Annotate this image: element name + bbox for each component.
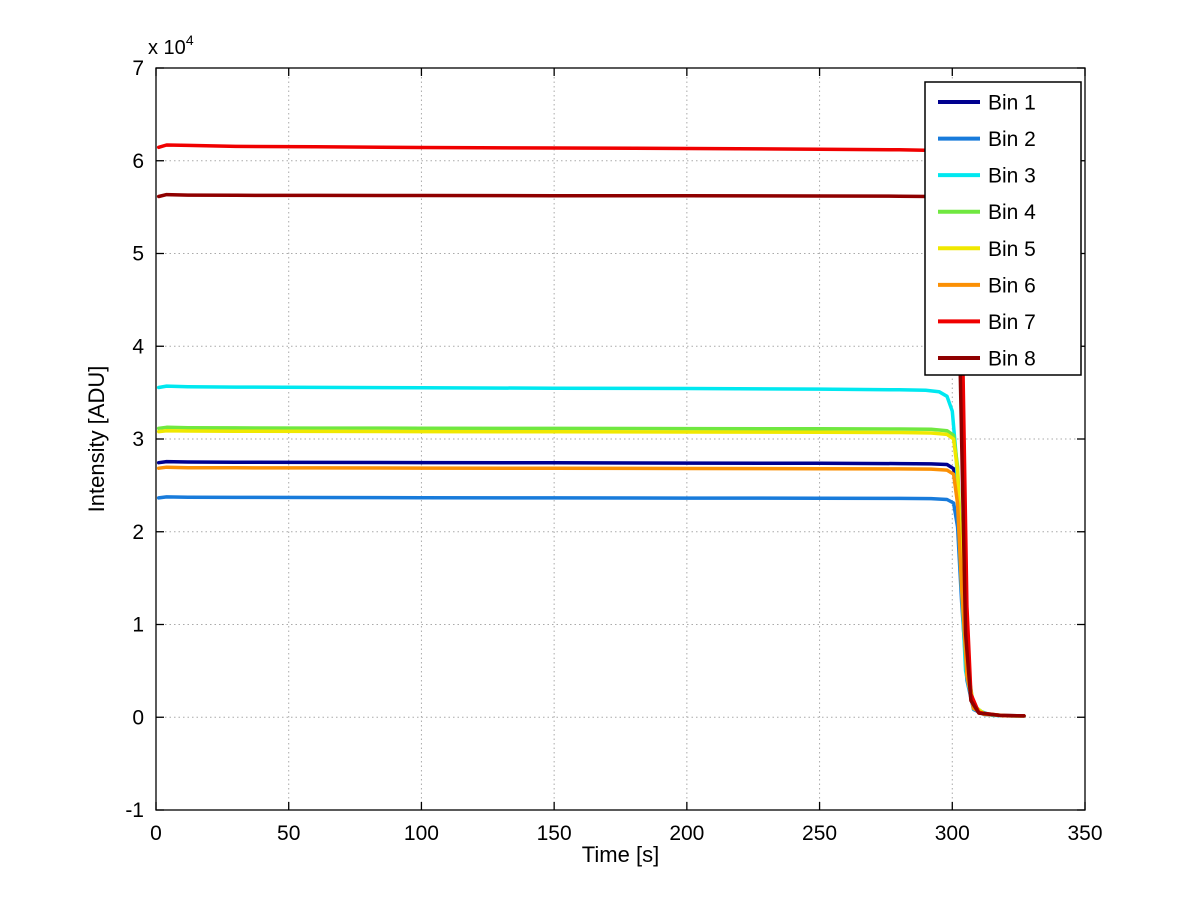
legend-entry: Bin 4 bbox=[938, 201, 1036, 224]
legend-label: Bin 2 bbox=[988, 128, 1036, 151]
series-group bbox=[156, 143, 1026, 718]
legend-label: Bin 3 bbox=[988, 165, 1036, 188]
legend-label: Bin 7 bbox=[988, 311, 1036, 334]
legend-entry: Bin 7 bbox=[938, 311, 1036, 334]
y-tick-label: 1 bbox=[132, 614, 144, 637]
legend-entry: Bin 6 bbox=[938, 274, 1036, 297]
legend-entry: Bin 1 bbox=[938, 92, 1036, 115]
x-tick-label: 300 bbox=[935, 822, 970, 845]
legend-box bbox=[924, 81, 1082, 376]
x-tick-label: 100 bbox=[404, 822, 439, 845]
x-tick-label: 150 bbox=[537, 822, 572, 845]
x-tick-label: 350 bbox=[1067, 822, 1102, 845]
y-tick-label: 4 bbox=[132, 335, 144, 358]
y-tick-label: 6 bbox=[132, 150, 144, 173]
y-tick-label: 7 bbox=[132, 57, 144, 80]
legend-label: Bin 5 bbox=[988, 238, 1036, 261]
series-bin-8 bbox=[156, 192, 1026, 718]
legend-label: Bin 1 bbox=[988, 92, 1036, 115]
y-tick-label: 2 bbox=[132, 521, 144, 544]
y-axis-label: Intensity [ADU] bbox=[84, 366, 109, 513]
legend-entry: Bin 5 bbox=[938, 238, 1036, 261]
x-tick-label: 200 bbox=[669, 822, 704, 845]
x-tick-label: 250 bbox=[802, 822, 837, 845]
y-tick-label: 3 bbox=[132, 428, 144, 451]
x-tick-label: 50 bbox=[277, 822, 300, 845]
y-axis-exponent-label: x 104 bbox=[148, 32, 194, 59]
legend-entry: Bin 8 bbox=[938, 348, 1036, 371]
x-axis-label: Time [s] bbox=[582, 842, 659, 867]
y-tick-label: 5 bbox=[132, 243, 144, 266]
legend-label: Bin 4 bbox=[988, 201, 1036, 224]
legend-label: Bin 6 bbox=[988, 274, 1036, 297]
legend: Bin 1 Bin 2 Bin 3 Bin 4 Bin 5 Bin 6 Bin 7 Bin 8 bbox=[924, 81, 1082, 376]
legend-label: Bin 8 bbox=[988, 348, 1036, 371]
legend-entry: Bin 3 bbox=[938, 165, 1036, 188]
x-tick-label: 0 bbox=[150, 822, 162, 845]
y-tick-label: -1 bbox=[125, 799, 144, 822]
legend-entry: Bin 2 bbox=[938, 128, 1036, 151]
y-tick-label: 0 bbox=[132, 706, 144, 729]
